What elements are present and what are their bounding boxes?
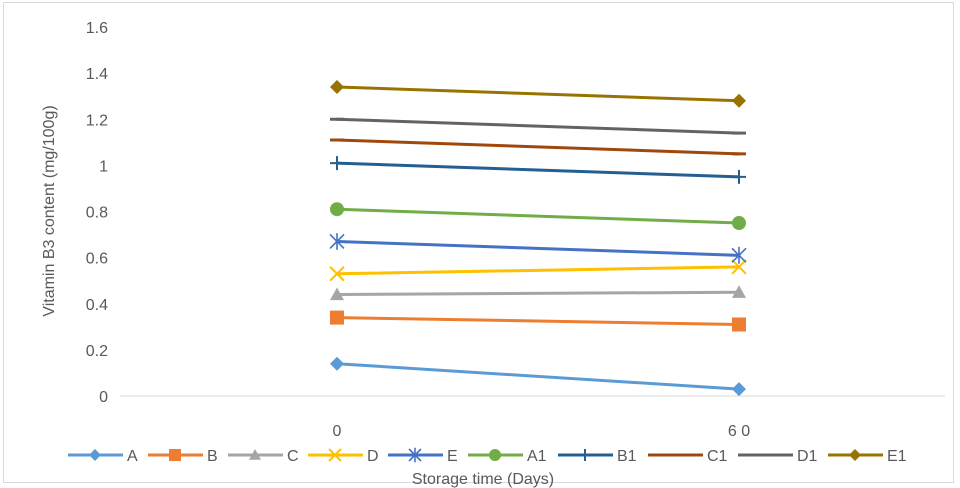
series-line [335,265,741,276]
series-line [335,239,741,257]
y-tick-label: 1.6 [86,20,108,37]
data-point [732,382,746,397]
data-point [330,79,344,94]
series-line [335,85,741,103]
y-tick-label: 0.8 [86,205,108,222]
legend-label: E [447,448,458,465]
series-line [335,117,741,135]
data-point [329,266,345,282]
legend-item-a1: A1 [468,448,547,465]
y-tick-label: 0.2 [86,343,108,360]
series-b1 [330,156,746,184]
series-line [335,362,741,391]
series-line [335,161,741,179]
chart-frame [3,2,954,483]
series-e [329,233,747,264]
legend-marker [328,448,342,462]
legend-label: C1 [707,448,728,465]
series-e1 [330,79,746,108]
legend-item-d1: D1 [738,448,818,465]
x-tick-label: 6 0 [728,423,750,440]
legend-item-b: B [148,448,218,465]
legend: A B C D E A1 B1 C1 D1 E1 [68,447,907,465]
series-line [335,316,741,327]
y-axis-ticks: 0 0.2 0.4 0.6 0.8 1 1.2 1.4 1.6 [86,20,108,406]
y-tick-label: 0.4 [86,297,108,314]
series-d1 [330,117,746,135]
legend-item-d: D [308,448,379,465]
y-tick-label: 0.6 [86,251,108,268]
y-tick-label: 1.4 [86,66,108,83]
x-axis-ticks: 0 6 0 [333,423,751,440]
legend-marker [249,449,261,460]
y-axis-title: Vitamin B3 content (mg/100g) [41,105,58,316]
y-tick-label: 1 [99,158,108,175]
legend-marker [89,449,101,461]
data-point [329,233,345,250]
legend-label: A [127,448,138,465]
legend-label: D1 [797,448,818,465]
legend-marker [579,449,591,461]
series-c [330,285,746,301]
legend-label: E1 [887,448,907,465]
data-point [731,259,747,275]
legend-marker [408,447,422,463]
data-point [330,310,344,325]
series-line [335,290,741,297]
data-point [732,285,746,298]
legend-label: C [287,448,299,465]
x-axis-title: Storage time (Days) [412,471,554,488]
legend-item-e1: E1 [828,448,907,465]
series-line [335,138,741,156]
legend-item-b1: B1 [558,448,637,465]
data-point [330,287,344,301]
legend-label: B1 [617,448,637,465]
data-point [732,216,746,231]
series-lines [329,79,747,397]
legend-item-a: A [68,448,138,465]
data-point [330,356,344,371]
series-b [330,310,746,332]
legend-item-c1: C1 [648,448,728,465]
series-a1 [330,202,746,231]
data-point [732,317,746,332]
y-tick-label: 0 [99,389,108,406]
legend-item-c: C [228,448,299,465]
series-d [329,259,747,282]
legend-label: D [367,448,379,465]
legend-label: B [207,448,218,465]
legend-marker [169,449,181,461]
data-point [330,202,344,217]
series-a [330,356,746,397]
legend-label: A1 [527,448,547,465]
series-c1 [330,138,746,156]
legend-marker [489,449,501,461]
data-point [731,246,747,264]
data-point [732,169,746,184]
y-tick-label: 1.2 [86,112,108,129]
data-point [330,156,344,171]
series-line [335,207,741,225]
legend-item-e: E [388,447,458,465]
x-tick-label: 0 [333,423,342,440]
data-point [732,93,746,108]
legend-marker [849,449,861,461]
